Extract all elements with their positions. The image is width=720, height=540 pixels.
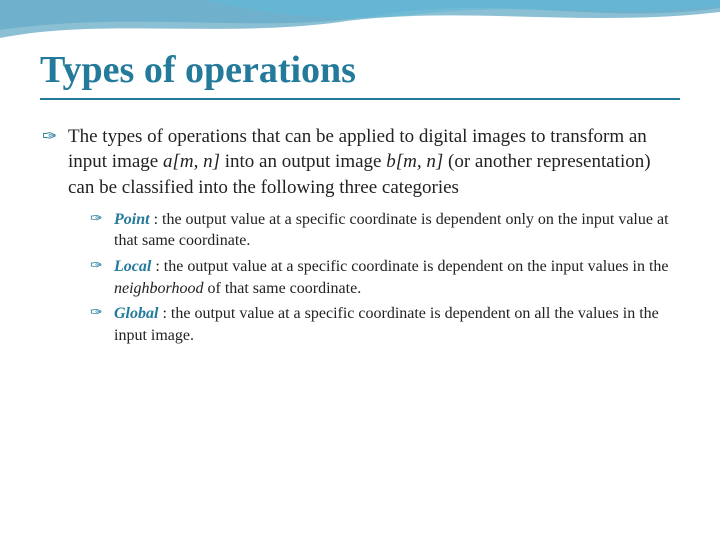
main-bullet: The types of operations that can be appl… — [40, 124, 680, 201]
sub-bullet-list: Point : the output value at a specific c… — [40, 209, 680, 347]
neighborhood-word: neighborhood — [114, 280, 203, 297]
slide-title: Types of operations — [40, 50, 680, 100]
sub-bullet-global: Global : the output value at a specific … — [90, 303, 680, 346]
keyword-point: Point — [114, 211, 150, 228]
main-text-mid: into an output image — [220, 151, 386, 172]
sub-text-point: : the output value at a specific coordin… — [114, 211, 669, 250]
keyword-global: Global — [114, 305, 158, 322]
keyword-local: Local — [114, 258, 151, 275]
sub-text-local-post: of that same coordinate. — [203, 280, 361, 297]
sub-text-local-pre: : the output value at a specific coordin… — [151, 258, 668, 275]
sub-bullet-point: Point : the output value at a specific c… — [90, 209, 680, 252]
var-a: a[m, n] — [163, 151, 220, 172]
slide-container: Types of operations The types of operati… — [0, 0, 720, 540]
sub-text-global: : the output value at a specific coordin… — [114, 305, 659, 344]
var-b: b[m, n] — [386, 151, 443, 172]
sub-bullet-local: Local : the output value at a specific c… — [90, 256, 680, 299]
